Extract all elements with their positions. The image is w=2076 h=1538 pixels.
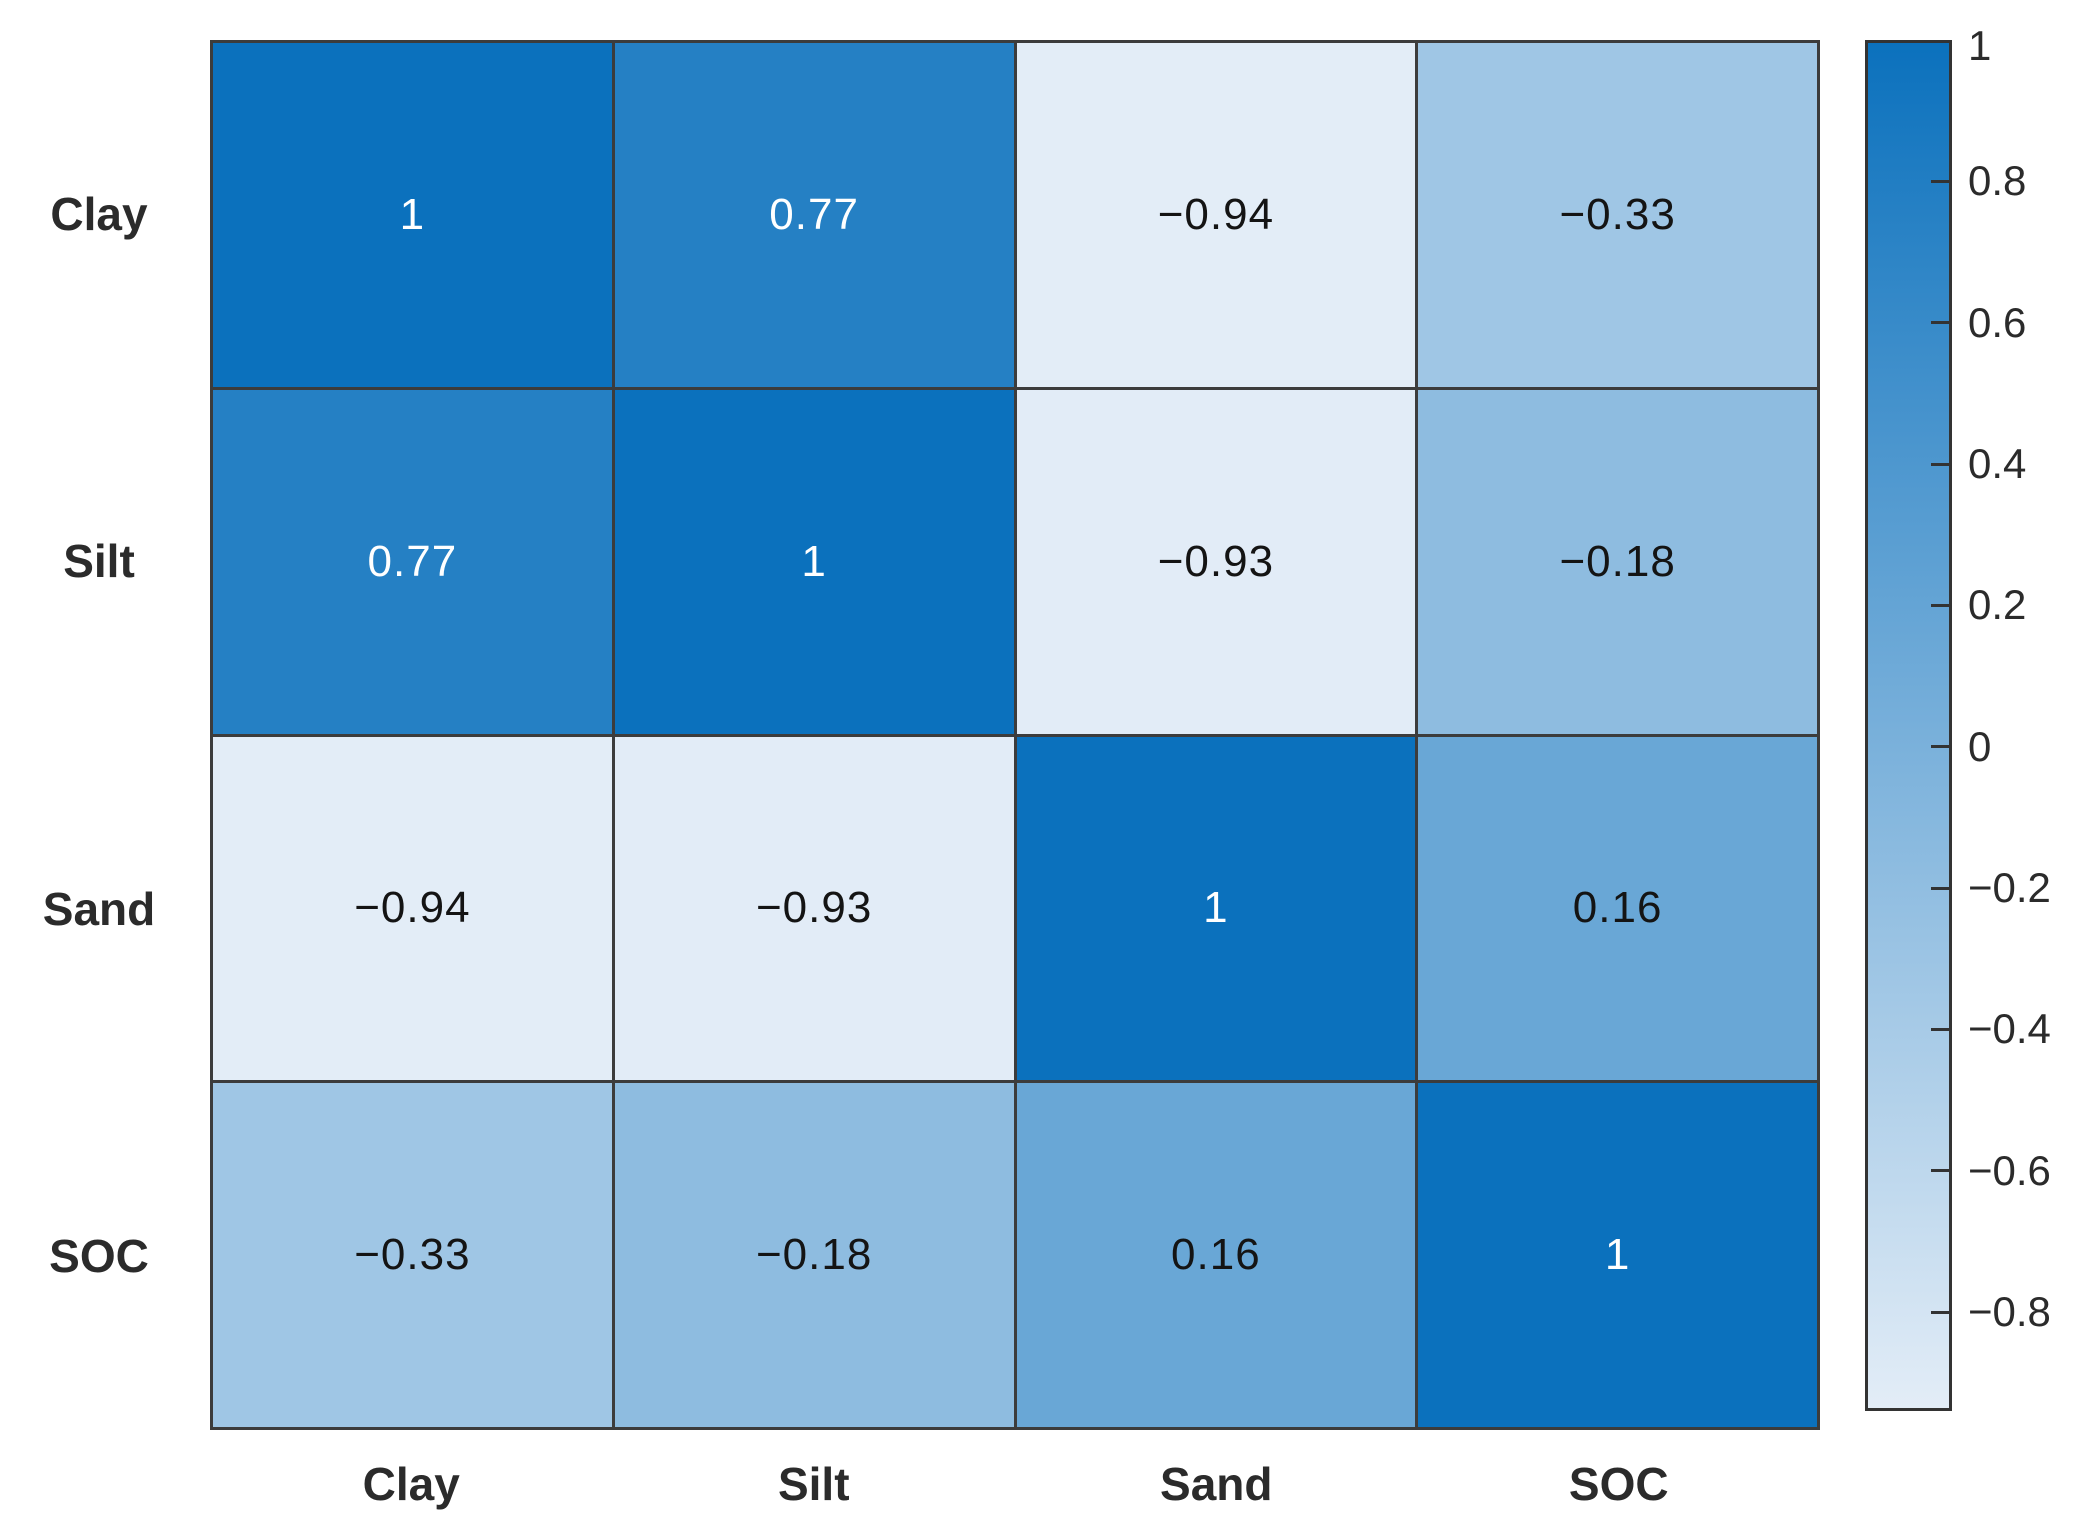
y-axis-label-soc: SOC [49, 1230, 149, 1283]
colorbar-tick [1931, 1027, 1949, 1031]
cell-value: 0.16 [1171, 1230, 1261, 1280]
heatmap-cell-sand-soc: 0.16 [1418, 736, 1817, 1081]
cell-value: −0.18 [1559, 536, 1676, 586]
x-axis-label-silt: Silt [777, 1458, 850, 1510]
cell-value: 1 [1604, 1230, 1631, 1280]
colorbar-tick-label: 0.8 [1968, 157, 2027, 205]
heatmap-cell-clay-sand: −0.94 [1016, 43, 1416, 387]
colorbar-tick [1931, 1310, 1949, 1314]
colorbar-tick [1931, 603, 1949, 607]
colorbar-tick [1931, 745, 1949, 749]
heatmap-cell-silt-clay: 0.77 [213, 389, 612, 734]
colorbar-tick-label: 0 [1968, 722, 1992, 770]
colorbar-tick-label: −0.2 [1968, 864, 2051, 912]
cell-value: 1 [1203, 883, 1229, 933]
colorbar-tick [1931, 1169, 1949, 1173]
cell-value: −0.93 [1157, 536, 1275, 586]
heatmap-cell-sand-sand: 1 [1016, 736, 1416, 1081]
heatmap-cell-soc-silt: −0.18 [614, 1083, 1014, 1427]
x-axis-label-clay: Clay [362, 1458, 460, 1510]
cell-value: −0.93 [755, 883, 873, 933]
colorbar-tick [1931, 179, 1949, 183]
heatmap-cell-soc-clay: −0.33 [213, 1083, 612, 1427]
colorbar-tick-label: 0.6 [1968, 298, 2027, 346]
x-axis-label-sand: Sand [1160, 1458, 1273, 1510]
heatmap-cell-silt-sand: −0.93 [1016, 389, 1416, 734]
y-axis-label-clay: Clay [50, 187, 148, 240]
cell-value: 1 [801, 536, 827, 586]
cell-value: 0.77 [367, 536, 458, 586]
x-axis-label-soc: SOC [1568, 1458, 1669, 1510]
colorbar-tick [1931, 321, 1949, 325]
y-axis-label-sand: Sand [42, 882, 156, 935]
heatmap-cell-sand-clay: −0.94 [213, 736, 612, 1081]
cell-value: −0.94 [1157, 189, 1275, 239]
x-axis-labels: Clay Silt Sand SOC [210, 1434, 1820, 1534]
cell-value: −0.33 [354, 1230, 471, 1280]
heatmap-cell-silt-soc: −0.18 [1418, 389, 1817, 734]
colorbar-tick [1931, 886, 1949, 890]
cell-value: 1 [399, 189, 426, 239]
colorbar-tick-label: 0.2 [1968, 581, 2027, 629]
heatmap-cell-silt-silt: 1 [614, 389, 1014, 734]
heatmap-cell-sand-silt: −0.93 [614, 736, 1014, 1081]
heatmap-cell-soc-soc: 1 [1418, 1083, 1817, 1427]
colorbar-tick-label: −0.4 [1968, 1005, 2051, 1053]
cell-value: −0.18 [755, 1230, 873, 1280]
cell-value: 0.16 [1572, 883, 1663, 933]
colorbar-tick-label: 0.4 [1968, 440, 2027, 488]
colorbar-gradient [1865, 40, 1952, 1411]
heatmap-cell-clay-clay: 1 [213, 43, 612, 387]
y-axis-labels: Clay Silt Sand SOC [0, 40, 198, 1430]
heatmap-cell-soc-sand: 0.16 [1016, 1083, 1416, 1427]
colorbar-tick-label: 1 [1968, 22, 1992, 69]
cell-value: −0.33 [1559, 189, 1676, 239]
cell-value: −0.94 [354, 883, 471, 933]
heatmap-grid: 1 0.77 −0.94 −0.33 0.77 1 −0.93 −0.18 −0.94 −0.93… [210, 40, 1820, 1430]
colorbar: 1 0.8 0.6 0.4 0.2 0 −0.2 −0.4 −0.6 −0.8 [1865, 22, 2076, 1411]
colorbar-tick-label: −0.8 [1968, 1288, 2051, 1336]
y-axis-label-silt: Silt [63, 535, 135, 588]
heatmap-cell-clay-soc: −0.33 [1418, 43, 1817, 387]
heatmap-cell-clay-silt: 0.77 [614, 43, 1014, 387]
colorbar-tick [1931, 462, 1949, 466]
cell-value: 0.77 [769, 189, 859, 239]
colorbar-tick-label: −0.6 [1968, 1146, 2051, 1194]
